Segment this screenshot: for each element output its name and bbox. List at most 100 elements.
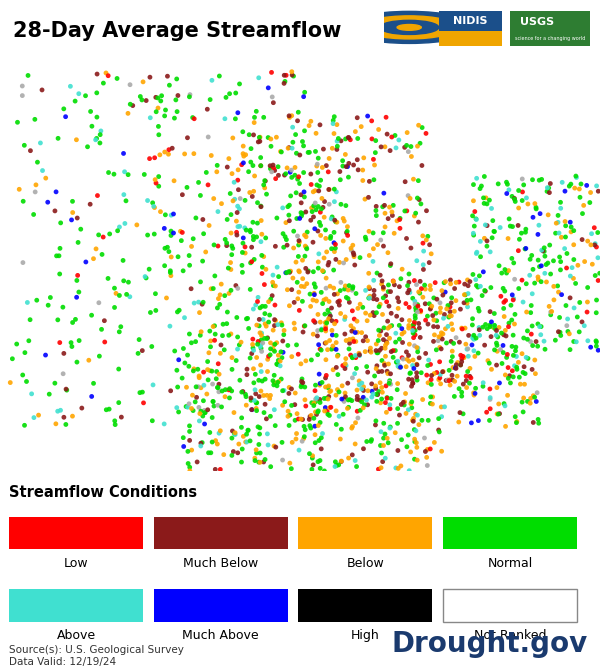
Point [125,99,135,110]
Point [593,186,600,196]
Point [404,323,413,333]
Point [31,180,41,190]
Point [371,147,380,158]
Point [266,390,275,401]
Point [412,455,422,466]
Point [350,327,360,338]
Point [464,378,474,389]
Point [344,343,354,354]
Point [207,75,217,86]
Point [391,462,401,473]
Point [383,286,393,297]
Point [520,368,530,379]
Point [110,283,119,293]
Point [416,307,425,317]
Point [436,369,445,380]
Point [125,291,134,302]
Point [238,247,247,258]
Point [461,371,471,381]
Point [260,374,270,385]
Point [382,393,392,403]
Point [89,253,98,264]
Point [434,331,443,342]
Point [343,230,352,240]
Point [37,85,47,96]
Point [371,339,381,349]
Point [528,174,538,185]
Point [362,315,372,326]
Point [371,363,381,374]
Point [566,271,575,281]
Point [402,140,412,151]
Point [401,298,410,309]
Point [411,303,421,313]
Point [278,455,287,466]
Point [481,319,490,330]
Point [427,370,436,381]
Point [394,320,404,331]
Point [224,288,234,299]
Point [508,371,518,382]
Point [533,229,543,240]
Point [12,339,22,349]
Point [188,365,198,376]
Point [393,293,403,303]
Point [409,328,418,339]
Point [580,257,589,267]
Point [347,423,356,434]
Point [532,387,542,398]
Point [376,462,386,473]
Point [278,335,287,346]
Point [397,323,407,334]
Point [445,307,455,317]
Point [292,428,301,439]
Point [272,132,281,142]
Point [205,94,215,105]
Point [196,406,206,417]
Point [316,345,326,355]
Point [490,320,499,331]
Point [256,152,265,163]
Point [269,370,279,381]
Point [72,292,82,303]
Point [232,312,242,323]
Point [363,367,373,377]
Point [268,291,277,301]
Point [184,250,194,261]
Point [473,415,483,426]
Point [253,136,263,147]
Point [233,201,242,212]
Point [450,283,460,294]
Point [235,375,245,385]
Point [317,325,326,335]
Point [332,460,341,471]
Point [468,269,478,280]
Point [191,381,201,392]
Point [220,391,230,402]
Point [352,394,362,405]
Point [365,291,374,301]
Point [383,359,393,369]
Bar [298,517,432,550]
Point [371,135,380,146]
Point [501,331,511,341]
Point [174,355,184,365]
Point [497,328,506,339]
Point [449,306,459,317]
Point [279,329,289,340]
Point [463,295,472,306]
Point [592,180,600,191]
Point [65,81,75,92]
Point [504,265,514,276]
Point [418,230,428,241]
Point [328,341,338,351]
Point [437,446,446,457]
Point [422,370,431,381]
Point [134,334,144,345]
Point [101,404,111,415]
Point [493,409,503,420]
Point [373,389,382,400]
Point [418,259,428,270]
Point [557,289,566,300]
Point [328,118,338,129]
